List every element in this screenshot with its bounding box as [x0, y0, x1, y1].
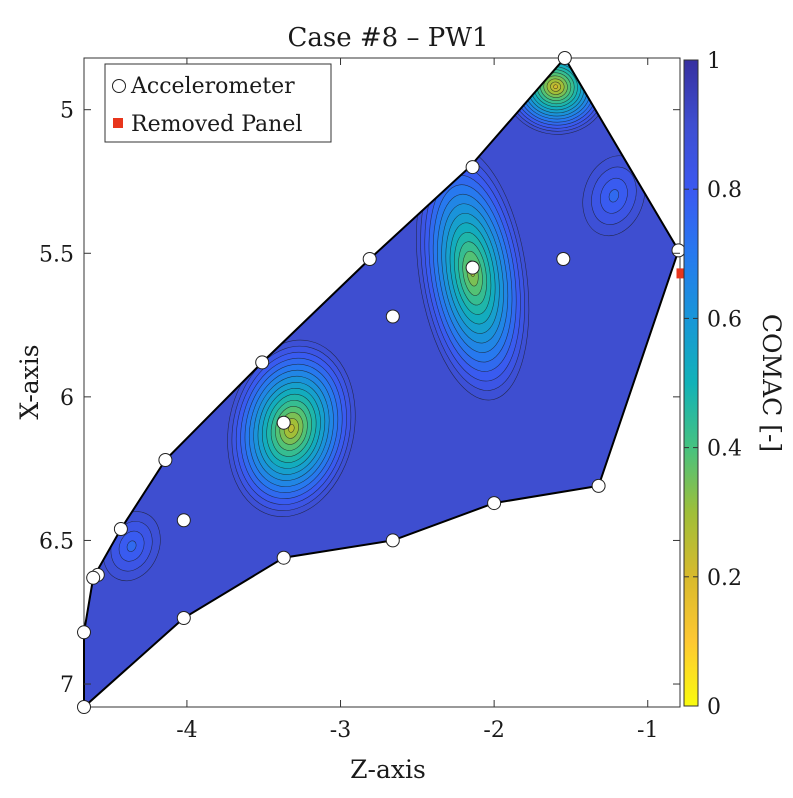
accelerometer-marker: [77, 700, 91, 714]
colorbar-tick-label: 0.4: [707, 437, 742, 462]
colorbar-tick-label: 0.6: [707, 307, 742, 332]
contour-band: [288, 424, 295, 433]
y-tick-label: 5: [60, 99, 74, 124]
legend-box: [104, 63, 332, 143]
y-tick-label: 7: [60, 673, 74, 698]
colorbar-tick-label: 0.8: [707, 178, 742, 203]
y-tick-label: 5.5: [39, 242, 74, 267]
legend: Accelerometer Removed Panel: [104, 63, 332, 143]
colorbar-ticks: 0 0.2 0.4 0.6 0.8 1: [684, 49, 742, 720]
y-tick-label: 6.5: [39, 529, 74, 554]
legend-removed-panel-label: Removed Panel: [131, 112, 302, 137]
x-tick-label: -1: [637, 718, 658, 743]
accelerometer-marker: [487, 496, 502, 511]
accelerometer-marker: [556, 252, 571, 266]
colorbar-tick-label: 0.2: [707, 566, 742, 591]
x-tick-label: -2: [483, 718, 504, 743]
colorbar-tick-label: 0: [707, 695, 721, 720]
y-axis: 5 5.5 6 6.5 7: [39, 99, 680, 698]
accelerometer-marker: [176, 611, 191, 625]
markers: [77, 51, 687, 714]
y-axis-label: X-axis: [15, 344, 44, 419]
colorbar-tick-label: 1: [707, 49, 721, 74]
contour-band: [126, 540, 137, 552]
accelerometer-marker: [276, 415, 291, 430]
accelerometer-marker: [385, 533, 400, 548]
accelerometer-marker: [671, 243, 686, 258]
accelerometer-marker: [362, 252, 377, 266]
plot-area: [77, 51, 687, 714]
colorbar-gradient: [683, 59, 699, 707]
accelerometer-marker: [276, 550, 291, 565]
colorbar: 0 0.2 0.4 0.6 0.8 1 COMAC [-]: [683, 49, 786, 720]
accelerometer-marker: [86, 570, 101, 585]
x-axis-label: Z-axis: [350, 755, 426, 784]
comac-peak-5: [582, 155, 646, 237]
accelerometer-marker: [465, 160, 480, 175]
accelerometer-marker: [176, 513, 191, 528]
comac-background: [84, 58, 679, 707]
accelerometer-marker: [557, 51, 572, 65]
accelerometer-marker: [77, 625, 91, 640]
removed-panel-marker: [676, 268, 687, 279]
x-tick-label: -3: [330, 718, 351, 743]
y-tick-label: 6: [60, 386, 74, 411]
x-tick-label: -4: [176, 718, 197, 743]
colorbar-label: COMAC [-]: [757, 314, 786, 452]
accelerometer-marker: [158, 453, 173, 467]
chart-title: Case #8 – PW1: [287, 23, 488, 53]
accelerometer-marker: [465, 260, 480, 275]
legend-removed-panel-icon: [113, 118, 123, 128]
accelerometer-marker: [255, 355, 270, 370]
accelerometer-marker: [385, 309, 400, 324]
contour-band: [553, 84, 558, 89]
accelerometer-marker: [113, 522, 128, 536]
plate-boundary: [83, 56, 680, 710]
legend-accelerometer-label: Accelerometer: [130, 74, 295, 99]
x-axis: -4 -3 -2 -1: [176, 58, 658, 743]
contour-band: [608, 189, 620, 203]
accelerometer-marker: [591, 478, 606, 493]
legend-accelerometer-icon: [112, 79, 126, 93]
